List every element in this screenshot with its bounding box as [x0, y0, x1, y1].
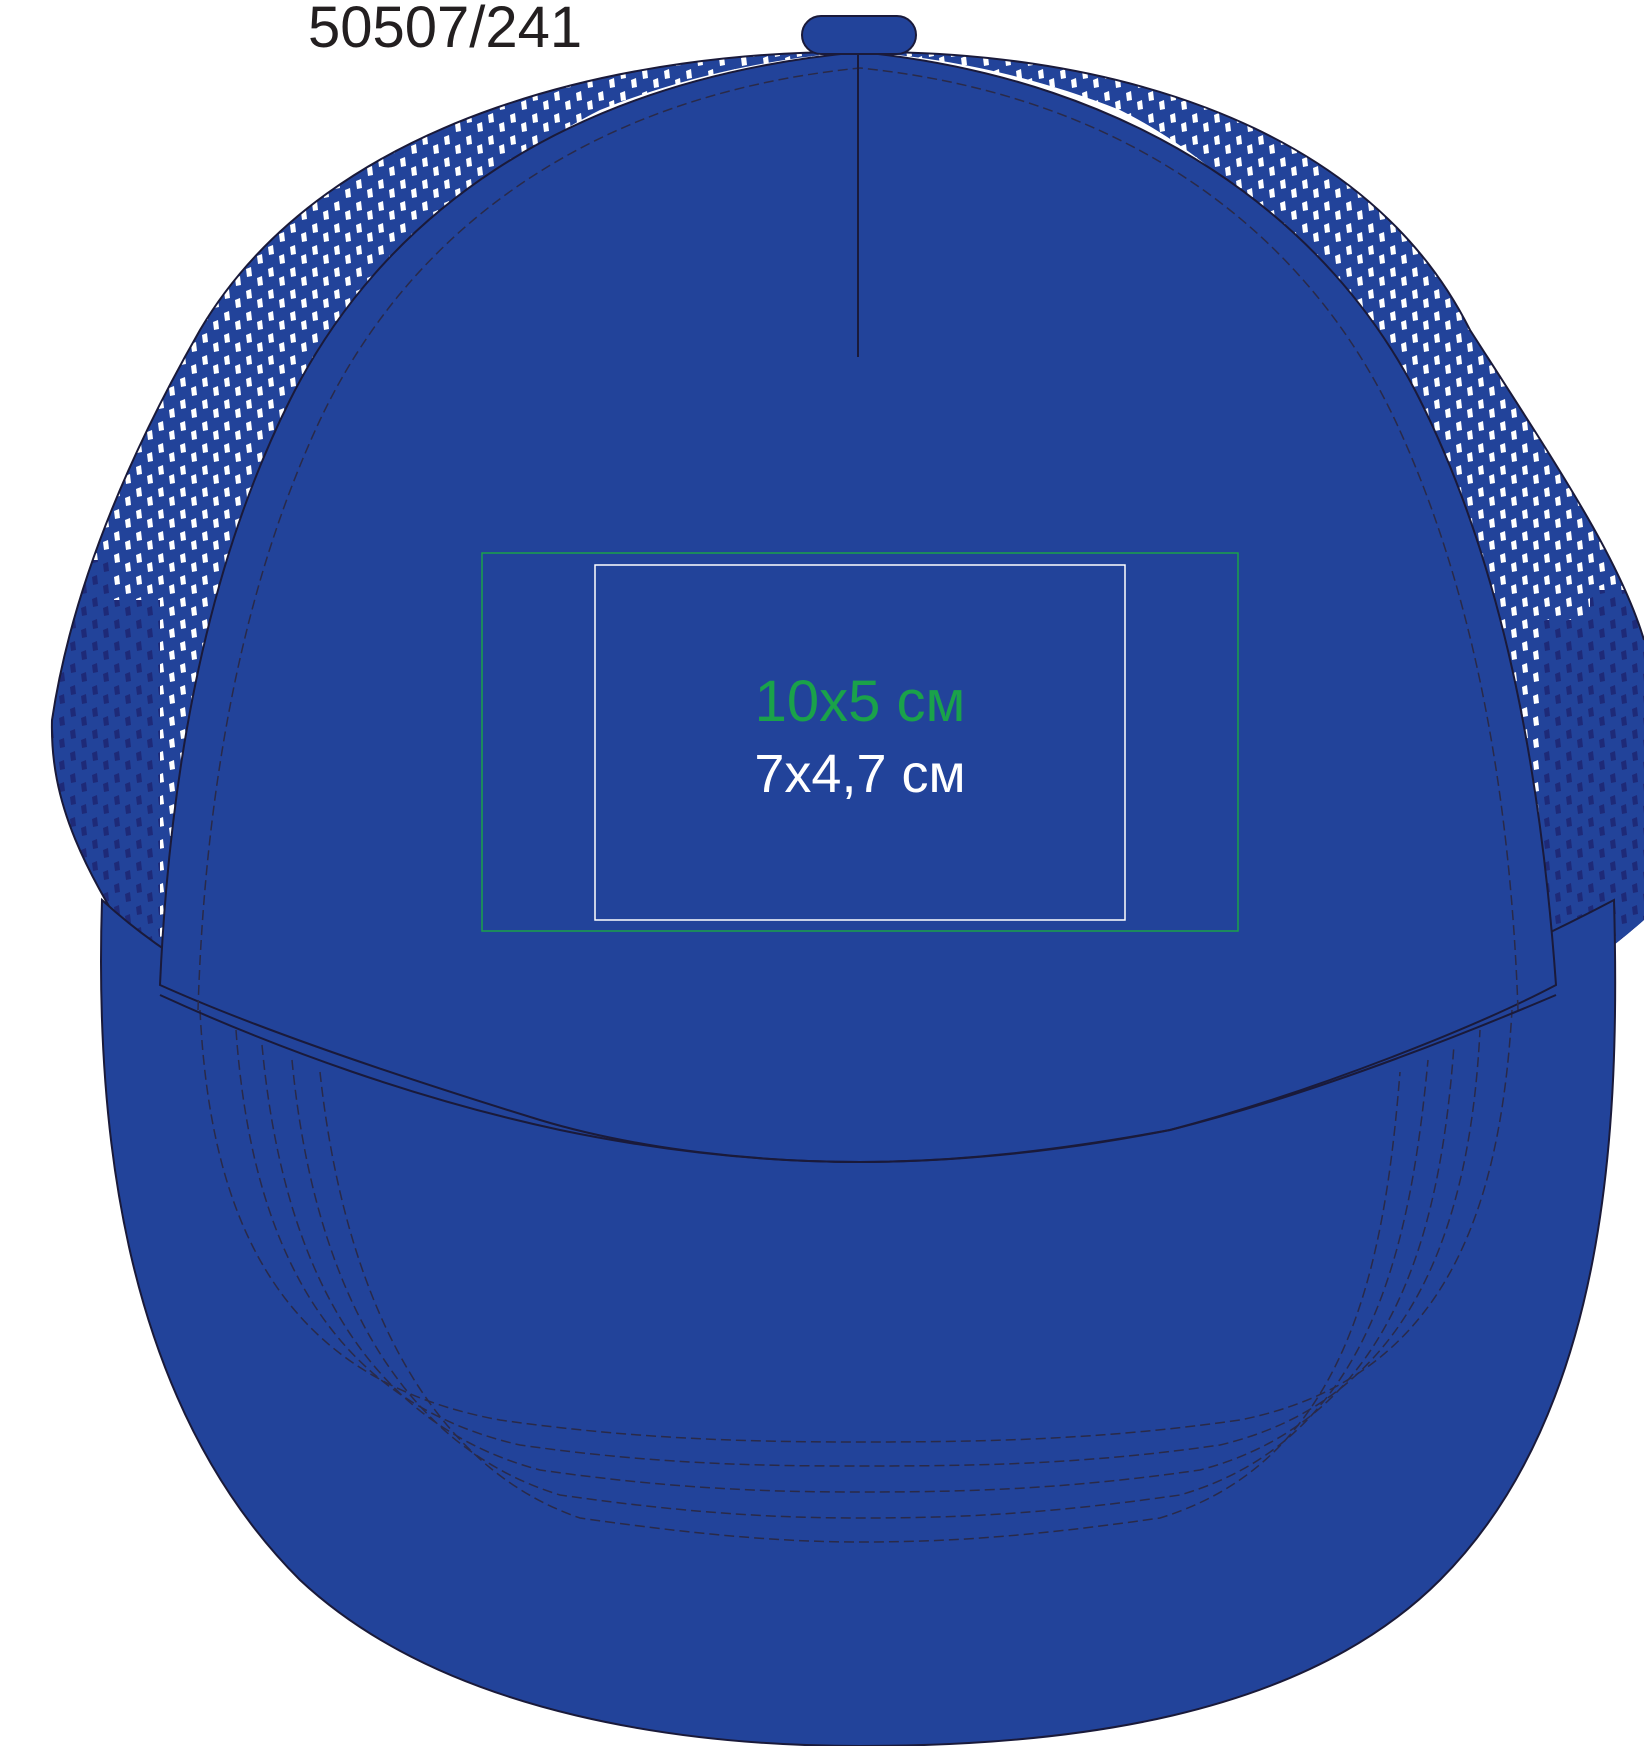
left-mesh-outline: [50, 50, 861, 986]
crown-stitching: [197, 67, 1519, 1011]
brim-seam: [159, 994, 1557, 1164]
top-button: [801, 15, 917, 55]
article-code: 50507/241: [308, 0, 583, 60]
print-area-outer: [481, 552, 1239, 932]
print-area-outer-size: 10x5 см: [754, 669, 966, 734]
print-area-inner: [594, 564, 1126, 921]
right-mesh-outline: [859, 50, 1644, 641]
brim-stitching: [199, 1009, 1513, 1543]
print-area-inner-size: 7x4,7 см: [754, 744, 966, 804]
